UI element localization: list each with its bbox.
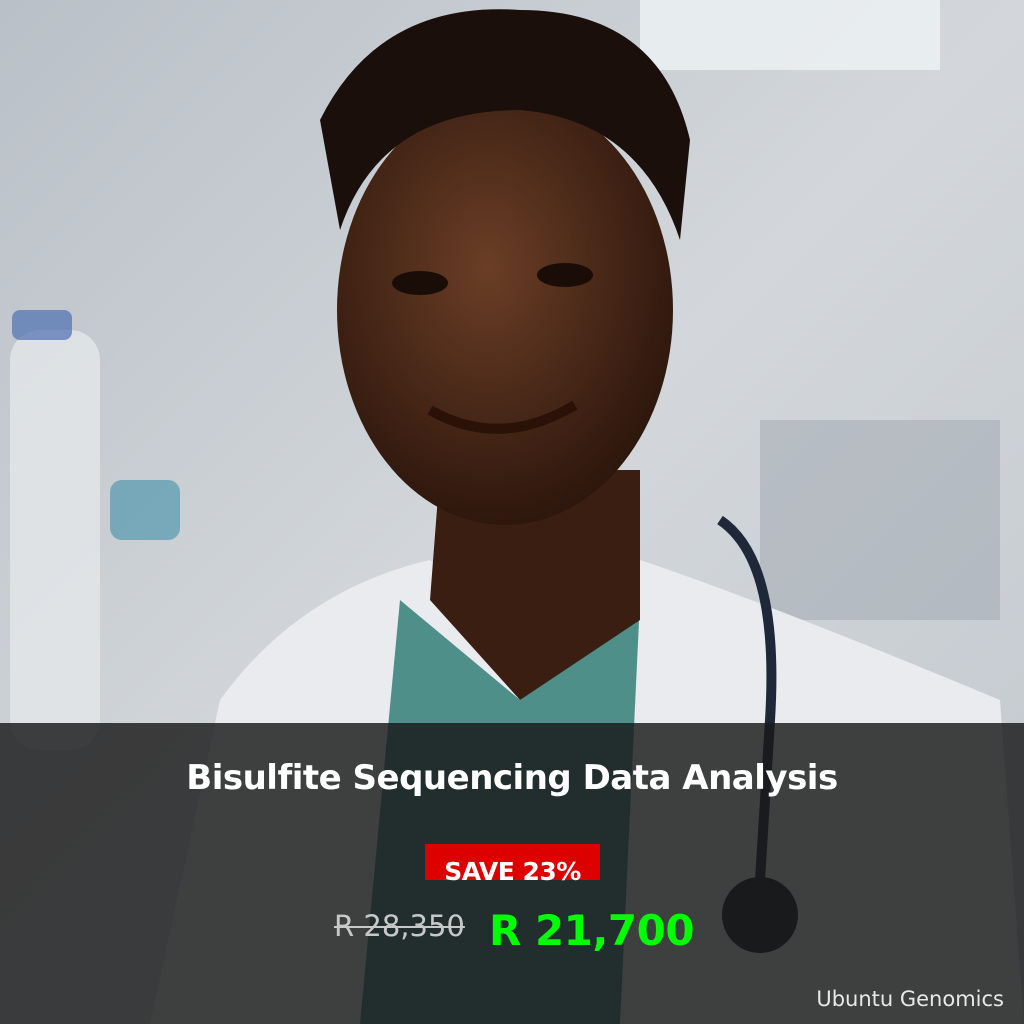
sale-price: R 21,700 — [489, 906, 695, 955]
brand-name: Ubuntu Genomics — [816, 987, 1004, 1011]
product-title: Bisulfite Sequencing Data Analysis — [186, 758, 838, 798]
discount-badge-label: SAVE 23% — [444, 857, 581, 886]
discount-badge — [425, 844, 600, 880]
original-price: R 28,350 — [334, 909, 465, 943]
